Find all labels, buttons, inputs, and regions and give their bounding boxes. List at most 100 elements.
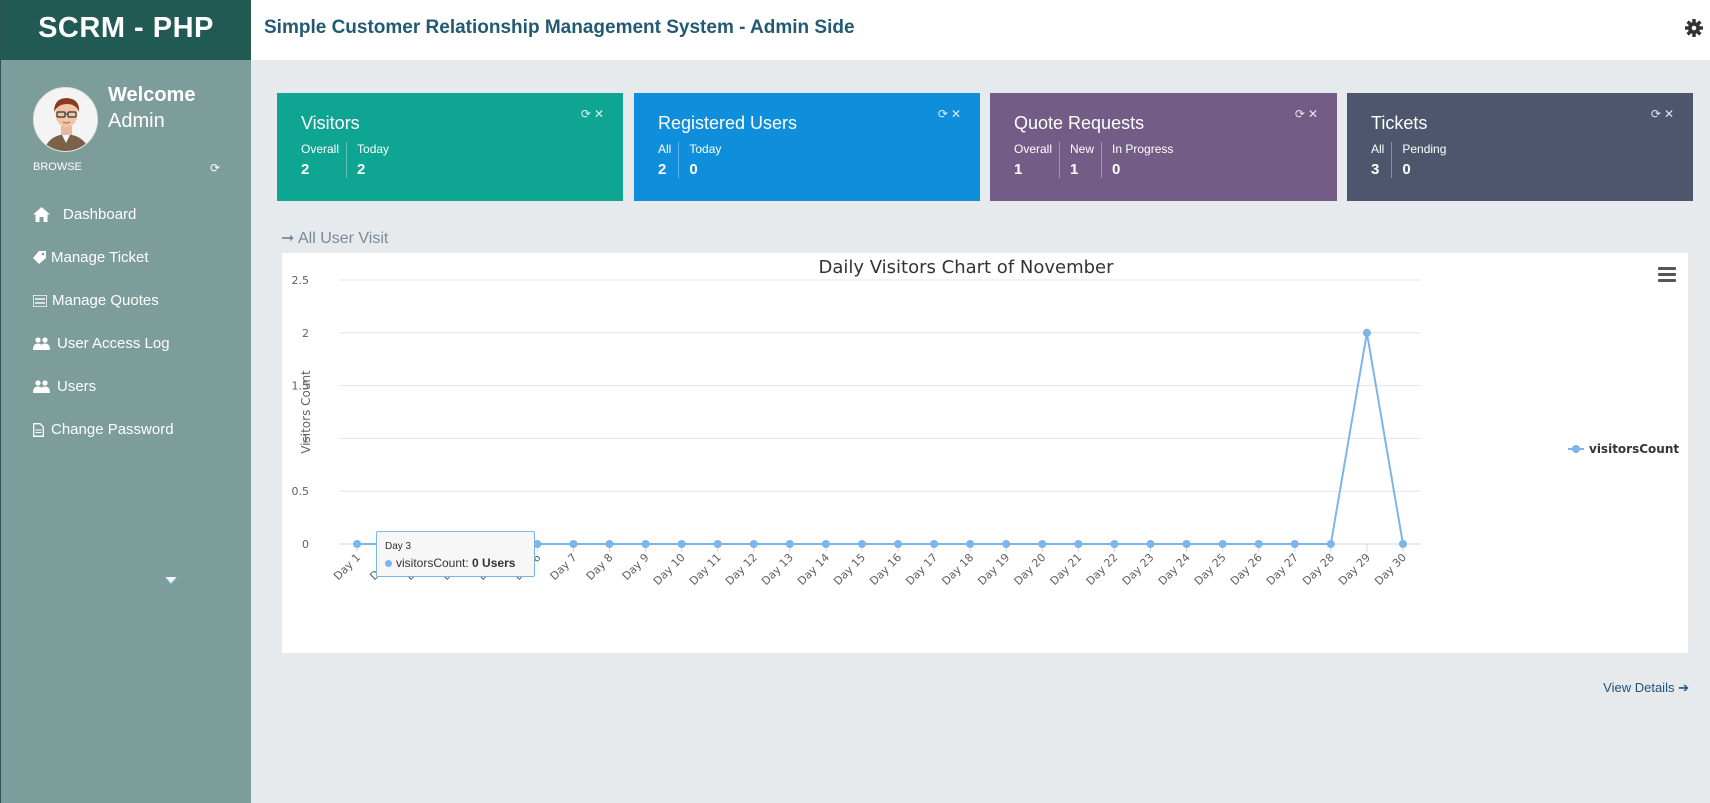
reload-icon[interactable]: ⟳ xyxy=(937,107,951,121)
sidebar-item-manage-quotes[interactable]: Manage Quotes xyxy=(1,279,251,322)
y-tick-label: 0 xyxy=(302,538,309,551)
sidebar-item-user-access-log[interactable]: User Access Log xyxy=(1,322,251,365)
stat-value: 2 xyxy=(658,161,667,178)
x-tick-label: Day 26 xyxy=(1228,551,1265,588)
y-tick-label: 0.5 xyxy=(292,485,310,498)
card-tools[interactable]: ⟳✕ xyxy=(581,107,607,121)
chart-panel: Daily Visitors Chart of November 0 0.5 1 1.5… xyxy=(282,253,1688,653)
reload-icon[interactable]: ⟳ xyxy=(1650,107,1664,121)
y-axis-title: Visitors Count xyxy=(299,370,313,454)
stat-label: In Progress xyxy=(1112,142,1174,156)
card-stats: Overall 2 Today 2 xyxy=(301,142,406,178)
visitors-line-chart: Daily Visitors Chart of November 0 0.5 1 1.5… xyxy=(292,257,1680,588)
x-tick-label: Day 10 xyxy=(651,551,688,588)
view-details-link[interactable]: View Details ➔ xyxy=(1603,680,1689,696)
list-icon xyxy=(33,294,48,307)
browse-row: BROWSE ⟳ xyxy=(1,160,251,182)
sidebar-item-label: Change Password xyxy=(51,421,174,438)
x-tick-label: Day 27 xyxy=(1264,551,1301,588)
tooltip-title: Day 3 xyxy=(385,541,412,552)
x-tick-label: Day 28 xyxy=(1300,551,1337,588)
document-icon xyxy=(33,422,47,437)
x-tick-label: Day 24 xyxy=(1156,551,1193,588)
x-tick-label: Day 23 xyxy=(1120,551,1157,588)
x-tick-label: Day 21 xyxy=(1048,551,1085,588)
x-tick-label: Day 13 xyxy=(759,551,796,588)
card-title: Registered Users xyxy=(658,113,798,133)
top-bar: Simple Customer Relationship Management … xyxy=(251,0,1710,60)
visitors-card: Visitors ⟳✕ Overall 2 Today 2 xyxy=(277,93,623,201)
card-title: Visitors xyxy=(301,113,360,133)
x-tick-label: Day 18 xyxy=(939,551,976,588)
stat-overall: Overall 2 xyxy=(301,142,348,178)
x-tick-label: Day 8 xyxy=(584,551,616,583)
x-tick-label: Day 19 xyxy=(975,551,1012,588)
chart-menu-icon[interactable] xyxy=(1658,267,1676,283)
username-label: Admin xyxy=(108,110,165,132)
arrow-right-icon: ➞ xyxy=(281,230,295,247)
close-icon[interactable]: ✕ xyxy=(593,107,607,121)
card-tools[interactable]: ⟳✕ xyxy=(1295,107,1321,121)
sidebar: SCRM - PHP Welcome Admin BROWSE ⟳ xyxy=(0,0,251,803)
data-point xyxy=(1038,540,1047,548)
sidebar-item-manage-ticket[interactable]: Manage Ticket xyxy=(1,236,251,279)
x-tick-label: Day 15 xyxy=(831,551,868,588)
reload-icon[interactable]: ⟳ xyxy=(1294,107,1308,121)
users-icon xyxy=(33,380,53,393)
sidebar-item-users[interactable]: Users xyxy=(1,365,251,408)
sidebar-item-dashboard[interactable]: Dashboard xyxy=(1,193,251,236)
data-point xyxy=(1074,540,1083,548)
x-tick-label: Day 20 xyxy=(1011,551,1048,588)
stat-value: 2 xyxy=(357,161,366,178)
stat-value: 1 xyxy=(1014,161,1023,178)
sidebar-item-change-password[interactable]: Change Password xyxy=(1,408,251,451)
tooltip-value: 0 Users xyxy=(472,556,516,570)
page-title: Simple Customer Relationship Management … xyxy=(264,17,855,38)
x-tick-label: Day 17 xyxy=(903,551,940,588)
refresh-icon[interactable]: ⟳ xyxy=(210,161,221,175)
sidebar-item-label: Manage Quotes xyxy=(52,292,159,309)
data-point xyxy=(1182,540,1191,548)
users-icon xyxy=(33,337,53,350)
stat-today: Today 0 xyxy=(689,142,728,178)
stat-value: 1 xyxy=(1070,161,1079,178)
data-point xyxy=(677,540,686,548)
close-icon[interactable]: ✕ xyxy=(950,107,964,121)
data-point xyxy=(857,540,866,548)
close-icon[interactable]: ✕ xyxy=(1307,107,1321,121)
stat-value: 2 xyxy=(301,161,310,178)
tooltip-row: visitorsCount: 0 Users xyxy=(385,556,515,570)
x-tick-label: Day 16 xyxy=(867,551,904,588)
welcome-text: Welcome Admin xyxy=(108,82,195,134)
stat-label: New xyxy=(1070,142,1095,156)
legend-label: visitorsCount xyxy=(1589,442,1679,456)
tooltip-pointer xyxy=(165,577,177,585)
gear-icon[interactable] xyxy=(1684,18,1704,38)
stat-value: 0 xyxy=(1112,161,1121,178)
x-tick-label: Day 25 xyxy=(1192,551,1229,588)
data-point xyxy=(569,540,578,548)
ticket-icon xyxy=(33,251,47,264)
data-point xyxy=(1110,540,1119,548)
stat-value: 0 xyxy=(1402,161,1411,178)
chart-title: Daily Visitors Chart of November xyxy=(818,257,1114,278)
stat-new: New 1 xyxy=(1070,142,1103,178)
data-point xyxy=(966,540,975,548)
y-tick-label: 2 xyxy=(302,327,309,340)
data-point xyxy=(821,540,830,548)
sidebar-item-label: User Access Log xyxy=(57,335,170,352)
reload-icon[interactable]: ⟳ xyxy=(580,107,594,121)
card-stats: Overall 1 New 1 In Progress 0 xyxy=(1014,142,1190,178)
avatar xyxy=(33,87,98,152)
close-icon[interactable]: ✕ xyxy=(1663,107,1677,121)
card-tools[interactable]: ⟳✕ xyxy=(938,107,964,121)
data-point xyxy=(785,540,794,548)
card-stats: All 2 Today 0 xyxy=(658,142,738,178)
x-tick-label: Day 7 xyxy=(548,551,580,583)
data-point xyxy=(1002,540,1011,548)
legend-marker xyxy=(1572,445,1580,453)
card-tools[interactable]: ⟳✕ xyxy=(1651,107,1677,121)
welcome-label: Welcome xyxy=(108,84,196,106)
x-tick-label: Day 12 xyxy=(723,551,760,588)
brand-logo[interactable]: SCRM - PHP xyxy=(1,0,251,60)
